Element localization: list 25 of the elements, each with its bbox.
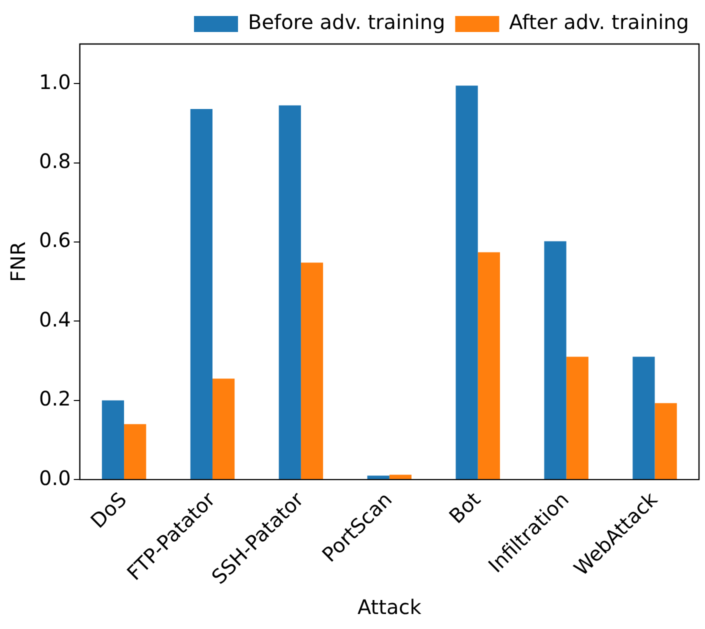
bar	[478, 252, 500, 480]
x-tick-label: Bot	[444, 487, 486, 528]
y-tick-label: 1.0	[38, 70, 71, 94]
bar	[566, 356, 588, 480]
bar	[102, 400, 124, 480]
legend-label: Before adv. training	[248, 10, 446, 34]
legend-label: After adv. training	[509, 10, 690, 34]
bar	[124, 424, 146, 480]
y-tick-label: 0.8	[38, 148, 71, 173]
x-axis-title: Attack	[357, 595, 422, 620]
bar	[456, 86, 478, 480]
y-axis-title: FNR	[6, 242, 30, 282]
bar	[367, 476, 390, 480]
bar	[654, 403, 677, 480]
bar	[190, 108, 212, 480]
bar	[300, 262, 324, 480]
bar	[278, 105, 301, 480]
bar	[212, 378, 235, 480]
bar	[544, 241, 566, 480]
bar	[389, 474, 412, 480]
y-tick-label: 0.2	[38, 386, 71, 411]
y-tick-label: 0.4	[38, 307, 71, 332]
y-tick-label: 0.6	[38, 228, 71, 252]
bar	[632, 356, 655, 480]
y-tick-label: 0.0	[38, 466, 71, 490]
